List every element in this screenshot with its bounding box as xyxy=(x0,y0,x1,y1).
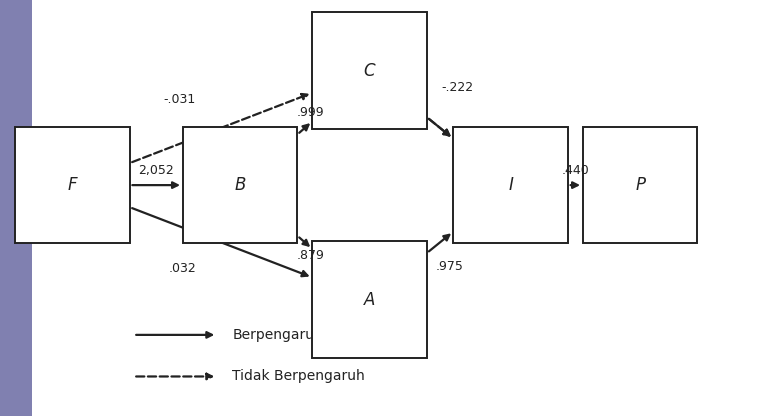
Text: .440: .440 xyxy=(562,164,589,177)
FancyBboxPatch shape xyxy=(0,0,32,416)
FancyBboxPatch shape xyxy=(453,127,568,243)
Text: 2,052: 2,052 xyxy=(139,164,174,177)
Text: A: A xyxy=(364,290,375,309)
Text: P: P xyxy=(635,176,645,194)
FancyBboxPatch shape xyxy=(15,127,130,243)
FancyBboxPatch shape xyxy=(312,241,427,358)
FancyBboxPatch shape xyxy=(583,127,697,243)
Text: -.031: -.031 xyxy=(163,93,195,106)
Text: B: B xyxy=(235,176,245,194)
Text: .975: .975 xyxy=(436,260,463,273)
Text: -.222: -.222 xyxy=(441,81,473,94)
FancyBboxPatch shape xyxy=(312,12,427,129)
Text: .879: .879 xyxy=(296,249,324,262)
FancyBboxPatch shape xyxy=(183,127,297,243)
Text: Tidak Berpengaruh: Tidak Berpengaruh xyxy=(232,369,365,384)
Text: C: C xyxy=(363,62,376,80)
Text: F: F xyxy=(68,176,77,194)
Text: .999: .999 xyxy=(296,106,324,119)
Text: I: I xyxy=(508,176,513,194)
Text: Berpengaruh: Berpengaruh xyxy=(232,328,323,342)
Text: .032: .032 xyxy=(169,262,197,275)
